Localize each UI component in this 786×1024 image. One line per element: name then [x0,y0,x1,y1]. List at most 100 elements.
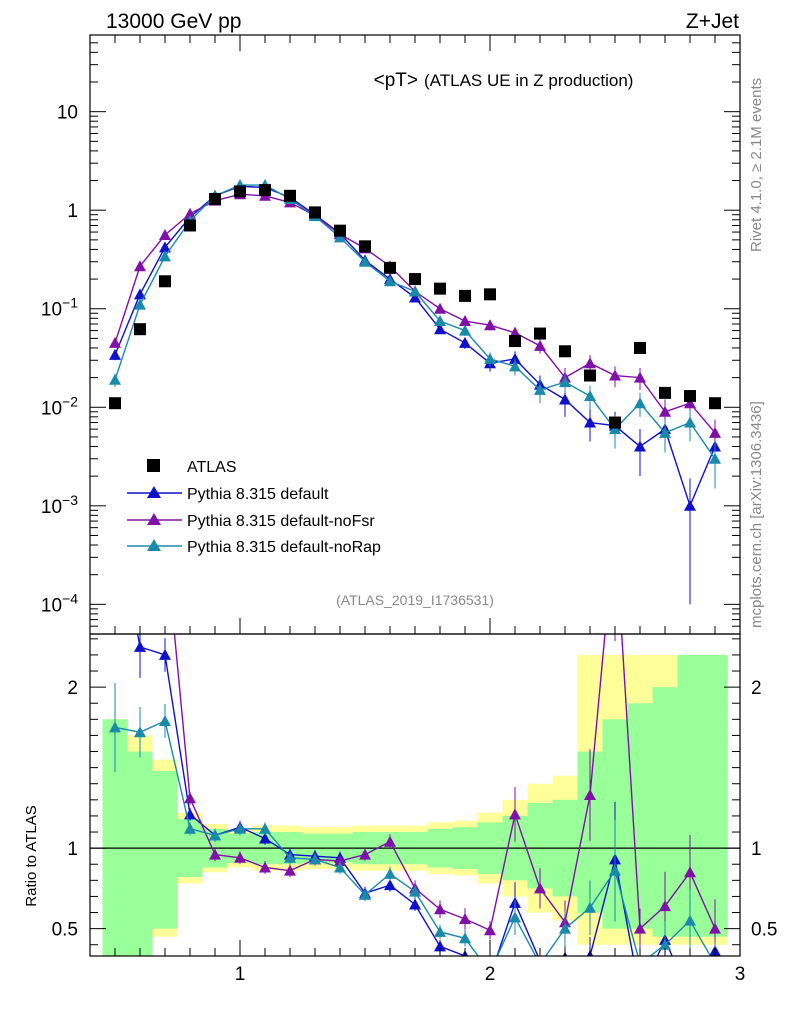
x-tick-label: 2 [485,964,496,985]
series-point-0 [434,323,446,335]
y-tick-label: 10−3 [41,492,78,518]
series-point-0 [509,352,521,364]
atlas-data-point [259,184,271,197]
series-point-1 [434,302,446,314]
legend: ATLAS Pythia 8.315 default Pythia 8.315 … [127,459,381,556]
ratio-point-1 [509,808,521,820]
legend-label-nofsr: Pythia 8.315 default-noFsr [187,513,375,530]
ratio-point-1 [484,924,496,936]
x-tick-label: 1 [235,964,246,985]
ratio-point-1 [259,861,271,873]
legend-label-norap: Pythia 8.315 default-noRap [187,539,381,556]
analysis-label: (ATLAS_2019_I1736531) [336,592,494,608]
ratio-point-1 [459,912,471,924]
series-point-2 [359,255,371,267]
atlas-data-point [534,327,546,340]
series-point-1 [159,229,171,241]
series-point-1 [584,357,596,369]
atlas-data-point [284,189,296,202]
main-panel: <pT> (ATLAS UE in Z production) (ATLAS_2… [109,70,721,608]
ratio-point-2 [534,958,546,969]
atlas-data-point [209,192,221,205]
series-point-2 [109,373,121,385]
chart-title-sub: (ATLAS UE in Z production) [424,71,633,90]
series-point-1 [484,319,496,331]
atlas-data-point [134,323,146,336]
legend-marker-default [147,486,161,498]
atlas-data-point [159,275,171,288]
atlas-data-point [659,386,671,399]
atlas-data-point [634,341,646,354]
uncertainty-bands [102,654,728,956]
ratio-point-2 [709,958,721,969]
y-tick-label: 10−4 [41,590,78,616]
series-point-0 [109,348,121,360]
ratio-point-0 [409,898,421,910]
ratio-point-1 [609,520,621,531]
ratio-point-1 [659,900,671,912]
series-point-0 [584,416,596,428]
ratio-point-1 [359,848,371,860]
ratio-point-2 [184,822,196,834]
legend-label-default: Pythia 8.315 default [187,486,329,503]
chart-title-main: <pT> [374,70,418,91]
series-point-1 [534,339,546,351]
ratio-point-0 [634,987,646,998]
ratio-point-2 [359,888,371,900]
series-line-2 [114,184,716,460]
atlas-data-point [434,282,446,295]
y-tick-label: 10−2 [41,393,78,419]
ratio-point-2 [234,822,246,834]
ratio-point-2 [509,911,521,923]
series-point-2 [659,426,671,438]
atlas-data-point [584,369,596,382]
series-line-0 [114,185,716,508]
atlas-data-point [309,206,321,219]
ratio-axis-label: Ratio to ATLAS [23,805,40,906]
ratio-point-2 [259,822,271,834]
ratio-point-2 [609,864,621,876]
main-series [109,179,721,605]
ratio-point-2 [434,925,446,937]
ratio-point-2 [459,932,471,944]
atlas-data-point [234,185,246,198]
ratio-point-2 [109,721,121,733]
ratio-point-2 [684,914,696,926]
series-point-2 [409,285,421,297]
series-point-2 [559,376,571,388]
ratio-tick-label: 1 [67,839,78,860]
legend-marker-norap [147,539,161,551]
ratio-point-2 [559,922,571,934]
ratio-point-0 [384,879,396,891]
series-point-1 [184,207,196,219]
ratio-point-1 [184,792,196,804]
series-point-2 [509,360,521,372]
series-point-0 [459,336,471,348]
series-point-1 [609,369,621,381]
series-point-1 [459,315,471,327]
sys-band-bin [702,654,728,937]
ratio-point-1 [634,922,646,934]
series-point-2 [134,298,146,310]
series-point-2 [609,423,621,435]
ratio-point-1 [209,848,221,860]
ratio-point-1 [709,922,721,934]
ratio-point-2 [159,714,171,726]
ratio-point-1 [284,864,296,876]
sys-band-bin [152,770,178,929]
sys-band-bin [627,703,653,929]
ratio-tick-label-right: 2 [751,678,762,699]
axes: 10 1 10−1 10−2 10−3 10−4 2 2 1 1 0.5 0.5 1 2 3 [41,34,777,985]
process-label: Z+Jet [686,10,739,33]
ratio-point-1 [384,835,396,847]
series-point-0 [134,288,146,300]
atlas-data-point [709,397,721,410]
series-point-1 [634,371,646,383]
legend-marker-nofsr [147,513,161,525]
ratio-tick-label: 2 [67,678,78,699]
ratio-point-1 [584,789,596,800]
y-tick-label: 1 [67,201,78,222]
mcplots-label: mcplots.cern.ch [arXiv:1306.3436] [748,401,765,628]
ratio-panel [90,520,740,998]
ratio-point-1 [684,866,696,878]
